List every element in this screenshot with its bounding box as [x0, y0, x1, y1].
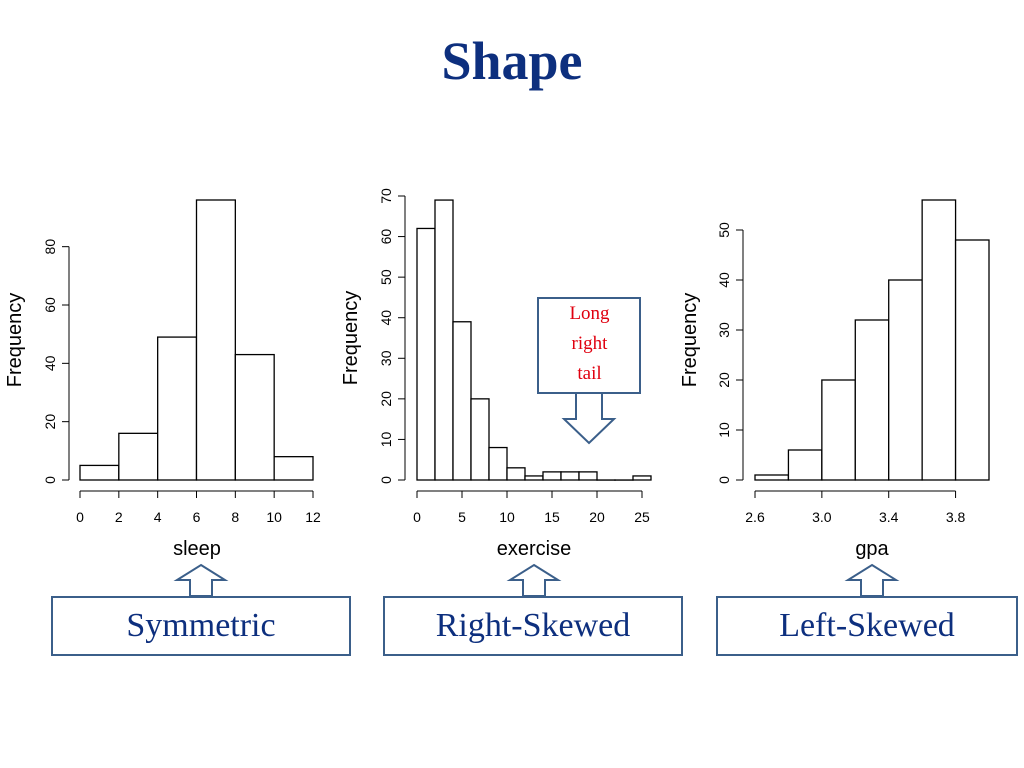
- sleep-bar: [118, 432, 159, 481]
- exercise-y-tick-label: 0: [378, 476, 394, 484]
- gpa-y-tick-label: 30: [716, 322, 732, 338]
- callout-line-2: right: [571, 333, 608, 354]
- exercise-x-tick-label: 15: [544, 509, 560, 525]
- sleep-bar: [273, 456, 314, 481]
- gpa-bar: [921, 199, 957, 481]
- exercise-y-axis-title: Frequency: [340, 291, 362, 386]
- sleep-x-tick-label: 10: [266, 509, 282, 525]
- sleep-x-tick-label: 12: [305, 509, 321, 525]
- gpa-up-arrow: [844, 563, 900, 597]
- sleep-x-tick-label: 8: [231, 509, 239, 525]
- sleep-x-tick-label: 4: [154, 509, 162, 525]
- exercise-bar: [524, 475, 544, 481]
- exercise-bar: [578, 471, 598, 481]
- exercise-bar: [542, 471, 562, 481]
- symmetric-label: Symmetric: [126, 607, 276, 644]
- gpa-y-tick-label: 40: [716, 272, 732, 288]
- sleep-y-axis-title: Frequency: [4, 293, 26, 388]
- symmetric-label-box: Symmetric: [51, 596, 351, 656]
- gpa-x-tick-label: 3.8: [946, 509, 966, 525]
- long-right-tail-callout-text: Long right tail: [539, 299, 640, 389]
- exercise-x-tick-label: 0: [413, 509, 421, 525]
- exercise-bar: [416, 227, 436, 481]
- gpa-x-axis-title: gpa: [855, 538, 889, 560]
- exercise-up-arrow: [506, 563, 562, 597]
- sleep-x-axis-title: sleep: [173, 538, 221, 560]
- exercise-bar: [452, 321, 472, 481]
- exercise-y-tick-label: 30: [378, 350, 394, 366]
- sleep-x-tick-label: 0: [76, 509, 84, 525]
- sleep-y-tick-label: 0: [42, 476, 58, 484]
- gpa-x-tick-label: 2.6: [745, 509, 765, 525]
- left-skewed-label: Left-Skewed: [779, 607, 955, 644]
- sleep-bar: [157, 336, 198, 481]
- sleep-y-tick-label: 40: [42, 355, 58, 371]
- sleep-bar: [234, 353, 275, 481]
- exercise-x-tick-label: 20: [589, 509, 605, 525]
- gpa-x-tick-label: 3.0: [812, 509, 832, 525]
- exercise-histogram: 0 10 20 30 40 50 60 70 0 5 10 15 20 25 exercise Frequen…: [340, 188, 652, 560]
- sleep-up-arrow: [173, 563, 229, 597]
- right-skewed-label-box: Right-Skewed: [383, 596, 683, 656]
- exercise-x-axis-title: exercise: [497, 538, 571, 560]
- exercise-x-tick-label: 5: [458, 509, 466, 525]
- exercise-y-tick-label: 10: [378, 431, 394, 447]
- gpa-y-axis-title: Frequency: [679, 293, 701, 388]
- callout-box: [537, 297, 641, 394]
- gpa-bar: [821, 379, 856, 481]
- exercise-y-tick-label: 40: [378, 310, 394, 326]
- exercise-bar: [434, 199, 454, 481]
- exercise-bar: [488, 446, 508, 481]
- exercise-x-tick-label: 10: [499, 509, 515, 525]
- gpa-y-tick-label: 50: [716, 222, 732, 238]
- exercise-bar: [560, 471, 580, 481]
- gpa-bar: [787, 449, 823, 481]
- exercise-y-tick-label: 20: [378, 391, 394, 407]
- callout-line-1: Long: [569, 303, 610, 324]
- sleep-x-tick-label: 2: [115, 509, 123, 525]
- gpa-y-tick-label: 0: [716, 476, 732, 484]
- exercise-y-tick-label: 70: [378, 188, 394, 204]
- gpa-y-tick-label: 20: [716, 372, 732, 388]
- exercise-x-tick-label: 25: [634, 509, 650, 525]
- gpa-bar: [954, 239, 990, 481]
- sleep-x-tick-label: 6: [193, 509, 201, 525]
- exercise-bar: [632, 475, 652, 481]
- slide-title: Shape: [441, 31, 583, 91]
- exercise-bar: [470, 398, 490, 481]
- gpa-x-tick-label: 3.4: [879, 509, 899, 525]
- exercise-y-tick-label: 60: [378, 229, 394, 245]
- right-skewed-label: Right-Skewed: [435, 607, 631, 644]
- sleep-y-tick-label: 20: [42, 414, 58, 430]
- sleep-y-tick-label: 80: [42, 239, 58, 255]
- long-right-tail-callout: [537, 297, 641, 445]
- callout-line-3: tail: [577, 363, 602, 384]
- sleep-bar: [195, 199, 236, 481]
- gpa-bar: [754, 474, 790, 481]
- gpa-y-tick-label: 10: [716, 422, 732, 438]
- exercise-bar: [506, 467, 526, 481]
- callout-down-arrow: [561, 392, 617, 445]
- gpa-bar: [888, 279, 923, 481]
- gpa-histogram: 0 10 20 30 40 50 2.6 3.0 3.4 3.8 gpa Frequency: [679, 199, 990, 560]
- sleep-histogram: 0 20 40 60 80 0 2 4 6 8 10 12 sleep Frequency: [4, 199, 321, 560]
- sleep-bar: [79, 464, 120, 481]
- sleep-y-tick-label: 60: [42, 297, 58, 313]
- exercise-y-tick-label: 50: [378, 269, 394, 285]
- gpa-bar: [854, 319, 890, 481]
- left-skewed-label-box: Left-Skewed: [716, 596, 1018, 656]
